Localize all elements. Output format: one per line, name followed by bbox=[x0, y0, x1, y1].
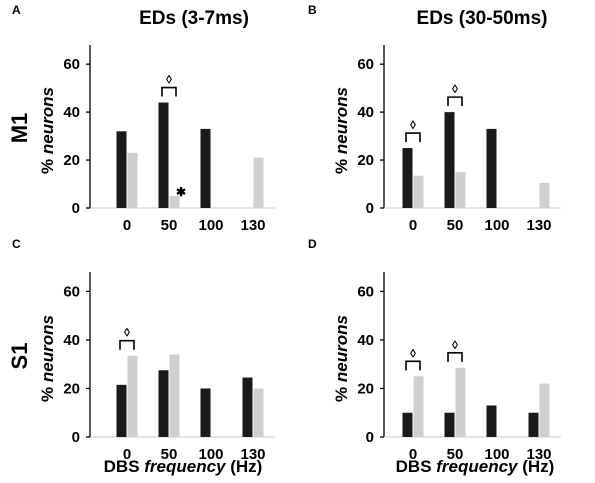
significance-diamond: ◊ bbox=[124, 326, 130, 340]
x-tick-label: 100 bbox=[198, 446, 223, 463]
bar-series2-130 bbox=[253, 388, 264, 437]
significance-diamond: ◊ bbox=[410, 118, 416, 132]
significance-bracket bbox=[447, 352, 463, 362]
x-axis-label-left: DBS frequency (Hz) bbox=[104, 457, 263, 476]
y-axis-label: % neurons bbox=[332, 87, 351, 174]
y-tick-label: 20 bbox=[357, 380, 374, 397]
y-tick-label: 40 bbox=[63, 104, 80, 121]
panel-d: 0 20 40 60 % neurons 0 50 100 130 ◊ ◊ bbox=[332, 272, 561, 463]
y-tick-label: 60 bbox=[357, 283, 374, 300]
bar-series1-100 bbox=[486, 128, 497, 208]
bar-series1-0 bbox=[402, 148, 413, 208]
bar-series1-50 bbox=[444, 412, 455, 437]
significance-bracket bbox=[161, 86, 177, 97]
bar-series2-50 bbox=[169, 196, 180, 208]
significance-bracket bbox=[405, 360, 421, 371]
x-tick-label: 130 bbox=[526, 446, 551, 463]
panel-c: 0 20 40 60 % neurons 0 50 100 130 ◊ bbox=[38, 272, 275, 463]
x-tick-label: 130 bbox=[240, 446, 265, 463]
y-tick-label: 20 bbox=[357, 152, 374, 169]
y-tick-label: 40 bbox=[357, 332, 374, 349]
panel-letter-c: C bbox=[12, 237, 21, 251]
x-tick-label: 0 bbox=[123, 217, 131, 234]
panel-b: 0 20 40 60 % neurons 0 50 100 130 ◊ ◊ bbox=[332, 45, 561, 234]
x-tick-label: 130 bbox=[240, 217, 265, 234]
x-tick-label: 50 bbox=[447, 446, 464, 463]
y-tick-label: 60 bbox=[357, 56, 374, 73]
panel-letter-a: A bbox=[12, 3, 21, 17]
row-label-top: M1 bbox=[7, 113, 32, 144]
bar-series1-50 bbox=[158, 370, 169, 437]
bar-series1-0 bbox=[402, 412, 413, 437]
x-tick-label: 0 bbox=[409, 446, 417, 463]
y-axis-label: % neurons bbox=[332, 315, 351, 402]
significance-bracket bbox=[447, 96, 463, 107]
bar-series2-130 bbox=[253, 157, 264, 208]
panel-letter-d: D bbox=[308, 237, 317, 251]
y-tick-label: 40 bbox=[63, 332, 80, 349]
y-tick-label: 20 bbox=[63, 380, 80, 397]
bar-series1-50 bbox=[158, 102, 169, 208]
x-tick-label: 50 bbox=[161, 446, 178, 463]
y-tick-label: 0 bbox=[366, 429, 374, 446]
panel-letter-b: B bbox=[308, 3, 317, 17]
x-tick-label: 50 bbox=[447, 217, 464, 234]
bar-series2-0 bbox=[127, 355, 138, 437]
y-tick-label: 60 bbox=[63, 283, 80, 300]
bar-series2-130 bbox=[539, 182, 550, 208]
x-tick-label: 0 bbox=[409, 217, 417, 234]
bar-series2-0 bbox=[413, 175, 424, 208]
bar-series1-0 bbox=[116, 131, 127, 208]
bar-series1-130 bbox=[528, 412, 539, 437]
y-tick-label: 0 bbox=[72, 429, 80, 446]
significance-diamond: ◊ bbox=[410, 346, 416, 360]
y-tick-label: 0 bbox=[72, 200, 80, 217]
y-tick-label: 0 bbox=[366, 200, 374, 217]
y-tick-label: 20 bbox=[63, 152, 80, 169]
significance-diamond: ◊ bbox=[452, 82, 458, 96]
bar-series2-0 bbox=[413, 376, 424, 437]
bar-series2-50 bbox=[455, 172, 466, 208]
x-tick-label: 130 bbox=[526, 217, 551, 234]
bar-series1-0 bbox=[116, 384, 127, 437]
panel-a: 0 20 40 60 % neurons 0 50 100 130 ◊ ✱ bbox=[38, 45, 275, 234]
bar-series2-50 bbox=[455, 367, 466, 437]
y-tick-label: 60 bbox=[63, 56, 80, 73]
bar-series1-100 bbox=[200, 128, 211, 208]
bar-series2-0 bbox=[127, 152, 138, 208]
y-tick-label: 40 bbox=[357, 104, 374, 121]
y-axis-label: % neurons bbox=[38, 87, 57, 174]
col-title-left: EDs (3-7ms) bbox=[139, 8, 249, 29]
row-label-bottom: S1 bbox=[7, 343, 32, 370]
y-axis-label: % neurons bbox=[38, 315, 57, 402]
significance-bracket bbox=[119, 339, 135, 350]
bar-series1-100 bbox=[200, 388, 211, 437]
significance-bracket bbox=[405, 132, 421, 143]
x-tick-label: 100 bbox=[484, 217, 509, 234]
x-tick-label: 100 bbox=[198, 217, 223, 234]
significance-star: ✱ bbox=[176, 185, 186, 199]
bar-series2-50 bbox=[169, 354, 180, 437]
bar-series1-50 bbox=[444, 112, 455, 208]
bar-series1-100 bbox=[486, 405, 497, 437]
significance-diamond: ◊ bbox=[166, 73, 172, 87]
col-title-right: EDs (30-50ms) bbox=[417, 8, 548, 29]
x-axis-label-right: DBS frequency (Hz) bbox=[396, 457, 555, 476]
x-tick-label: 50 bbox=[161, 217, 178, 234]
x-tick-label: 100 bbox=[484, 446, 509, 463]
bar-series1-130 bbox=[242, 377, 253, 437]
bar-series2-130 bbox=[539, 383, 550, 437]
significance-diamond: ◊ bbox=[452, 338, 458, 352]
x-tick-label: 0 bbox=[123, 446, 131, 463]
